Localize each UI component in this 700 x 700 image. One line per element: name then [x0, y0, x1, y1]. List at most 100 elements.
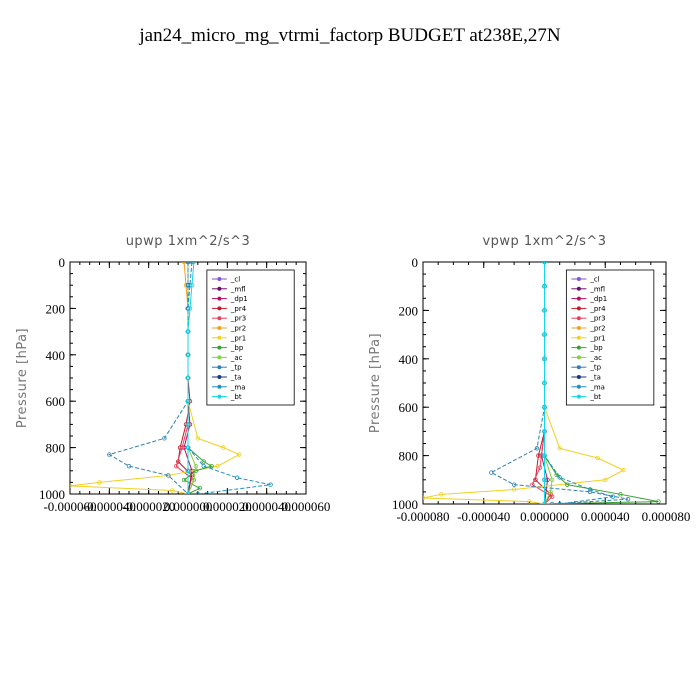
- data-point-ma: [610, 494, 616, 499]
- data-point-bp: [656, 499, 661, 504]
- y-tick-label: 400: [46, 348, 66, 363]
- legend: _cl_mfl_dp1_pr4_pr3_pr2_pr1_bp_ac_tp_ta_…: [565, 269, 655, 406]
- figure-title: jan24_micro_mg_vtrmi_factorp BUDGET at23…: [138, 25, 561, 46]
- y-tick-label: 0: [59, 255, 66, 270]
- panel-vpwp: vpwp 1xm^2/s^3 Pressure [hPa] 0 200 400 600 80…: [368, 234, 690, 524]
- data-point-bt: [187, 306, 193, 311]
- legend-marker: [217, 375, 222, 379]
- x-tick-label: -0.000040: [457, 509, 510, 524]
- data-point-pr1: [603, 477, 608, 482]
- data-point-tp: [625, 496, 631, 502]
- x-tick-label: 0.000080: [642, 509, 691, 524]
- data-point-tp: [489, 470, 494, 475]
- data-point-bp: [201, 459, 206, 464]
- y-tick-label: 1000: [39, 487, 65, 502]
- data-point-pr1: [557, 446, 562, 451]
- data-point-ma: [185, 262, 191, 265]
- data-point-pr3: [549, 494, 555, 499]
- x-tick-label: 0.000040: [581, 509, 630, 524]
- legend-label: _pr3: [589, 315, 605, 323]
- data-point-bt: [542, 405, 547, 410]
- legend-marker: [217, 355, 222, 360]
- data-point-bt: [542, 308, 547, 313]
- data-point-bt: [189, 283, 195, 288]
- legend-label: _ta: [230, 374, 242, 382]
- legend-label: _pr1: [230, 334, 246, 342]
- data-point-pr3: [173, 463, 179, 469]
- data-point-pr1: [221, 445, 226, 450]
- legend-marker: [576, 335, 581, 340]
- legend-label: _bt: [589, 393, 601, 401]
- legend-marker: [217, 296, 222, 301]
- y-tick-label: 800: [399, 449, 419, 464]
- legend-label: _ac: [230, 354, 243, 362]
- legend-marker: [217, 394, 222, 399]
- data-point-pr1: [511, 487, 517, 492]
- legend-marker: [217, 286, 222, 291]
- legend-label: _ma: [230, 383, 246, 391]
- data-point-bt: [542, 332, 547, 337]
- data-point-pr1: [595, 455, 600, 461]
- data-point-bt: [185, 445, 191, 450]
- x-tick-label: -0.000080: [396, 509, 449, 524]
- legend-marker: [217, 316, 222, 321]
- data-point-pr3: [179, 445, 185, 450]
- data-point-tp: [587, 489, 593, 495]
- data-point-bp: [197, 486, 202, 491]
- data-point-bp: [565, 482, 570, 487]
- data-point-tp: [166, 473, 171, 478]
- data-point-ma: [195, 491, 201, 494]
- data-point-bt: [185, 422, 191, 427]
- legend-label: _pr2: [589, 325, 605, 333]
- x-tick-label: 0.000000: [520, 509, 569, 524]
- legend-label: _pr1: [589, 334, 605, 342]
- panel-title: upwp 1xm^2/s^3: [126, 234, 251, 249]
- x-tick-label: -0.000020: [122, 499, 175, 514]
- data-point-bt: [185, 468, 191, 473]
- data-point-bt: [542, 453, 547, 458]
- y-tick-label: 400: [399, 352, 419, 367]
- legend-marker: [576, 296, 581, 301]
- legend-label: _pr4: [230, 305, 247, 313]
- legend-label: _ta: [589, 374, 601, 382]
- data-point-ac: [548, 489, 553, 495]
- legend-label: _pr3: [230, 315, 246, 323]
- legend-marker: [576, 286, 581, 291]
- data-point-bt: [185, 375, 191, 381]
- legend-marker: [576, 394, 581, 399]
- legend-marker: [576, 384, 581, 389]
- x-tick-label: 0.000040: [242, 499, 291, 514]
- legend-label: _cl: [230, 276, 240, 284]
- data-point-bt: [542, 284, 547, 289]
- data-point-bt: [542, 262, 547, 265]
- legend-marker: [217, 384, 222, 389]
- legend-label: _bp: [589, 344, 603, 352]
- series-line-tp: [108, 262, 193, 494]
- x-tick-label: 0.000060: [282, 499, 331, 514]
- legend-label: _dp1: [589, 295, 607, 303]
- legend-label: _dp1: [230, 295, 248, 303]
- legend-marker: [217, 365, 222, 370]
- y-tick-label: 0: [412, 255, 419, 270]
- legend-marker: [217, 345, 222, 350]
- data-point-pr1: [527, 499, 532, 504]
- data-point-ma: [201, 463, 206, 469]
- legend-marker: [217, 326, 222, 330]
- data-point-bt: [185, 399, 191, 404]
- data-point-pr1: [70, 483, 73, 489]
- x-tick-label: -0.000040: [83, 499, 136, 514]
- y-tick-label: 600: [46, 394, 66, 409]
- legend-marker: [576, 326, 581, 330]
- legend-marker: [217, 277, 222, 281]
- data-point-ac: [191, 477, 197, 483]
- data-point-bp: [209, 463, 214, 469]
- data-point-pr1: [236, 452, 242, 457]
- x-tick-label: 0.000000: [164, 499, 213, 514]
- data-point-pr1: [170, 488, 175, 493]
- data-point-tp: [126, 463, 132, 469]
- data-point-tp: [549, 501, 555, 504]
- legend-marker: [576, 277, 581, 281]
- data-point-ma: [268, 482, 273, 487]
- data-point-ac: [193, 463, 199, 469]
